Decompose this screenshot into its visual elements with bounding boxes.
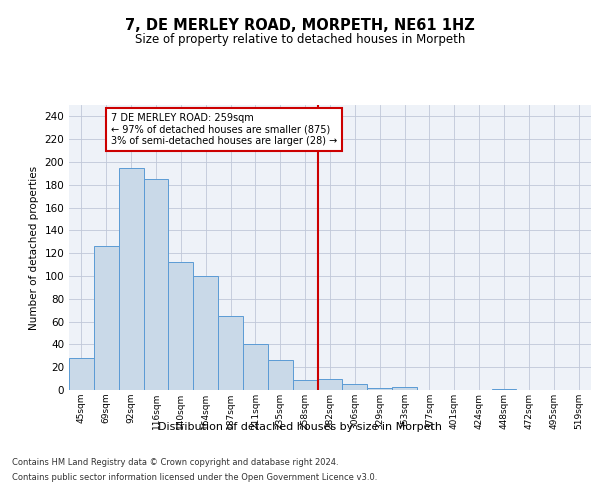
Bar <box>491 389 517 390</box>
Bar <box>343 384 367 390</box>
Bar <box>392 386 417 390</box>
Text: Distribution of detached houses by size in Morpeth: Distribution of detached houses by size … <box>158 422 442 432</box>
Bar <box>268 360 293 390</box>
Text: Size of property relative to detached houses in Morpeth: Size of property relative to detached ho… <box>135 32 465 46</box>
Bar <box>317 378 343 390</box>
Y-axis label: Number of detached properties: Number of detached properties <box>29 166 39 330</box>
Bar <box>119 168 143 390</box>
Bar <box>143 179 169 390</box>
Bar <box>94 246 119 390</box>
Bar <box>193 276 218 390</box>
Text: 7, DE MERLEY ROAD, MORPETH, NE61 1HZ: 7, DE MERLEY ROAD, MORPETH, NE61 1HZ <box>125 18 475 32</box>
Bar <box>218 316 243 390</box>
Text: Contains public sector information licensed under the Open Government Licence v3: Contains public sector information licen… <box>12 473 377 482</box>
Text: Contains HM Land Registry data © Crown copyright and database right 2024.: Contains HM Land Registry data © Crown c… <box>12 458 338 467</box>
Bar <box>69 358 94 390</box>
Bar <box>169 262 193 390</box>
Bar <box>367 388 392 390</box>
Bar <box>243 344 268 390</box>
Bar <box>293 380 317 390</box>
Text: 7 DE MERLEY ROAD: 259sqm
← 97% of detached houses are smaller (875)
3% of semi-d: 7 DE MERLEY ROAD: 259sqm ← 97% of detach… <box>111 113 338 146</box>
